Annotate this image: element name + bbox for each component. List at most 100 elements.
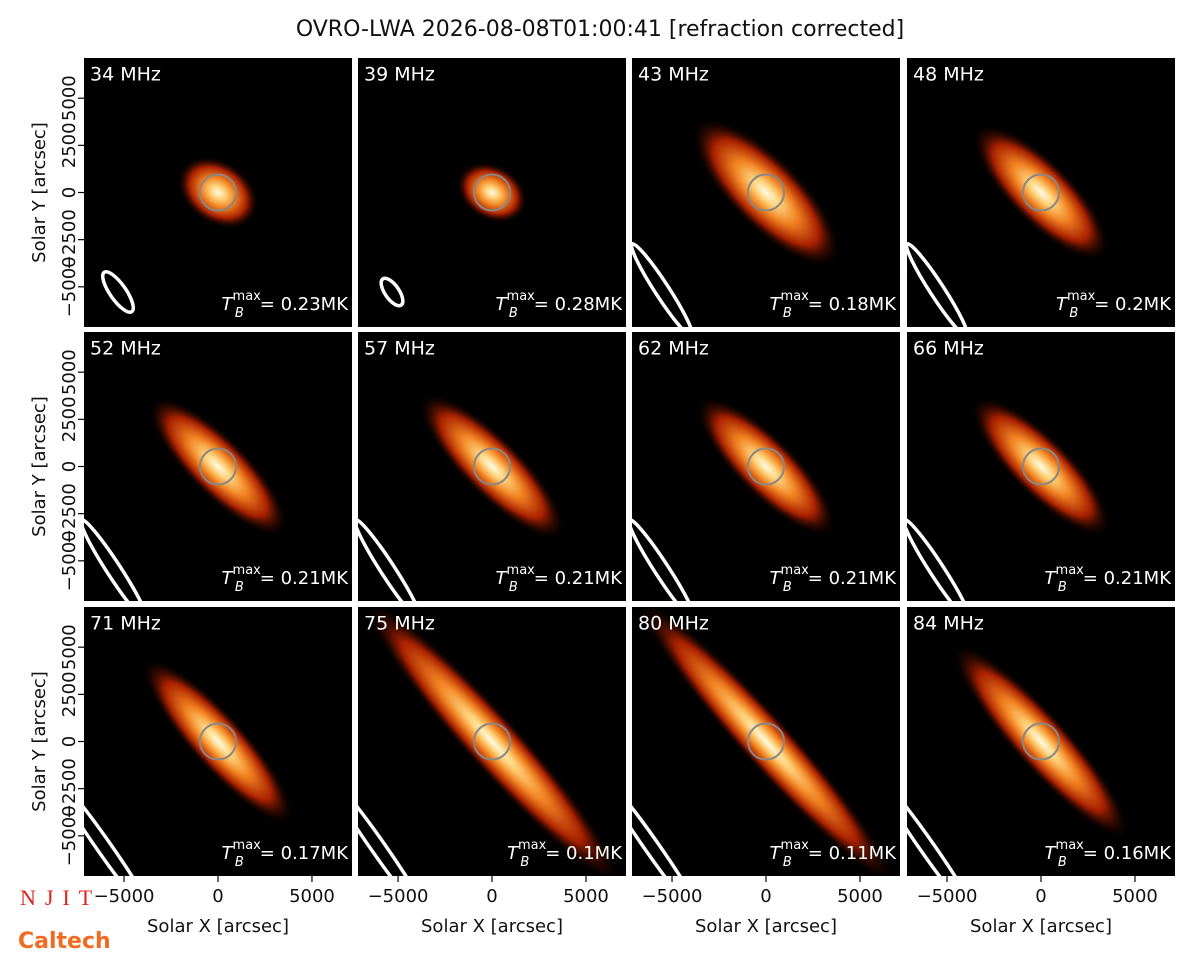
tmax-label: Tmax B = 0.17MK: [222, 838, 350, 870]
x-tick-label: 5000: [837, 886, 883, 907]
tmax-value: = 0.2MK: [1094, 294, 1172, 315]
y-tick-label: −5000: [59, 256, 80, 317]
x-tick-label: −5000: [642, 886, 703, 907]
solar-disk: [472, 447, 512, 486]
tmax-value: = 0.21MK: [534, 568, 623, 589]
x-tick-label: 5000: [563, 886, 609, 907]
emission-blob: [456, 161, 528, 224]
beam: [84, 517, 149, 601]
panel-image: [907, 123, 1110, 327]
panel-image: [358, 607, 621, 876]
y-tick-label: 5000: [59, 349, 80, 395]
tmax-label: Tmax B = 0.21MK: [496, 563, 624, 595]
tmax-value: = 0.18MK: [808, 294, 897, 315]
tmax-value: = 0.21MK: [260, 568, 349, 589]
tmax-sup: max: [233, 838, 262, 853]
tmax-value: = 0.23MK: [260, 294, 349, 315]
tmax-sub: B: [235, 855, 244, 870]
tmax-label: Tmax B = 0.18MK: [770, 289, 898, 321]
tmax-value: = 0.16MK: [1083, 843, 1172, 864]
y-tick-label: 5000: [59, 624, 80, 670]
x-tick-label: −5000: [94, 886, 155, 907]
caltech-logo: Caltech: [18, 929, 111, 954]
x-axis-label: Solar X [arcsec]: [970, 916, 1112, 937]
frequency-label: 71 MHz: [90, 613, 161, 635]
tmax-sub: B: [235, 580, 244, 595]
emission-blob: [147, 396, 289, 537]
tmax-label: Tmax B = 0.16MK: [1045, 838, 1173, 870]
tmax-symbol: T: [770, 568, 783, 589]
frequency-label: 57 MHz: [364, 338, 435, 360]
tmax-sub: B: [783, 580, 792, 595]
figure-title: OVRO-LWA 2026-08-08T01:00:41 [refraction…: [296, 17, 904, 42]
frequency-label: 43 MHz: [638, 64, 709, 86]
tmax-label: Tmax B = 0.21MK: [1045, 563, 1173, 595]
tmax-symbol: T: [507, 843, 520, 864]
tmax-label: Tmax B = 0.21MK: [770, 563, 898, 595]
frequency-label: 80 MHz: [638, 613, 709, 635]
x-tick-label: 5000: [289, 886, 335, 907]
panel: 39 MHz Tmax B = 0.28MK: [358, 58, 626, 327]
solar-disk: [1021, 722, 1061, 761]
y-tick-label: −5000: [59, 530, 80, 591]
panel: 57 MHz Tmax B = 0.21MK: [358, 332, 626, 601]
emission-blob: [695, 396, 837, 537]
panel: 43 MHz Tmax B = 0.18MK: [632, 58, 900, 327]
y-tick-label: 0: [59, 736, 80, 747]
tmax-symbol: T: [1045, 568, 1058, 589]
solar-disk: [198, 447, 238, 486]
tmax-sup: max: [518, 838, 547, 853]
emission-blob: [418, 392, 566, 541]
x-tick-label: −5000: [917, 886, 978, 907]
x-axis-label: Solar X [arcsec]: [421, 916, 563, 937]
y-tick-label: −2500: [59, 758, 80, 819]
beam: [907, 517, 972, 601]
solar-disk: [1021, 447, 1061, 486]
tmax-value: = 0.17MK: [260, 843, 349, 864]
emission-blob: [637, 607, 895, 876]
frequency-label: 66 MHz: [913, 338, 984, 360]
tmax-sub: B: [520, 855, 529, 870]
tmax-sub: B: [783, 855, 792, 870]
y-tick-label: −5000: [59, 805, 80, 866]
tmax-symbol: T: [222, 294, 235, 315]
tmax-sup: max: [1067, 289, 1096, 304]
solar-disk: [746, 173, 786, 212]
solar-disk: [472, 173, 512, 212]
tmax-sub: B: [509, 306, 518, 321]
tmax-label: Tmax B = 0.2MK: [1056, 289, 1172, 321]
y-tick-label: 5000: [59, 75, 80, 121]
tmax-value: = 0.11MK: [808, 843, 897, 864]
emission-blob: [690, 117, 842, 268]
y-tick-label: 2500: [59, 122, 80, 168]
tmax-label: Tmax B = 0.28MK: [496, 289, 624, 321]
beam: [379, 276, 405, 308]
tmax-sub: B: [1058, 580, 1067, 595]
x-axis-label: Solar X [arcsec]: [147, 916, 289, 937]
tmax-sup: max: [507, 289, 536, 304]
x-axis-label: Solar X [arcsec]: [695, 916, 837, 937]
panel-image: [632, 607, 895, 876]
beam: [632, 517, 697, 601]
panel: 62 MHz Tmax B = 0.21MK: [632, 332, 900, 601]
panel-image: [632, 117, 842, 327]
frequency-label: 75 MHz: [364, 613, 435, 635]
tmax-value: = 0.21MK: [1083, 568, 1172, 589]
panel-image: [84, 657, 295, 876]
frequency-label: 52 MHz: [90, 338, 161, 360]
tmax-symbol: T: [496, 294, 509, 315]
tmax-sub: B: [783, 306, 792, 321]
solar-disk: [472, 722, 512, 761]
panel-image: [84, 396, 289, 601]
beam: [84, 775, 155, 876]
y-axis-label: Solar Y [arcsec]: [29, 396, 50, 537]
panel: 48 MHz Tmax B = 0.2MK: [907, 58, 1175, 327]
frequency-label: 48 MHz: [913, 64, 984, 86]
panel-image: [907, 396, 1112, 601]
tmax-sup: max: [781, 563, 810, 578]
panel: 66 MHz Tmax B = 0.21MK: [907, 332, 1175, 601]
